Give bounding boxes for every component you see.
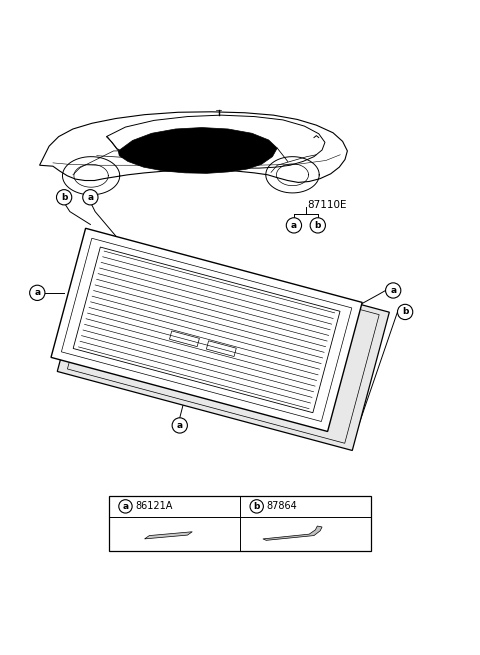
- Text: 86121A: 86121A: [135, 501, 172, 512]
- Text: a: a: [122, 502, 129, 511]
- Text: a: a: [291, 221, 297, 230]
- Text: a: a: [390, 286, 396, 295]
- Circle shape: [57, 190, 72, 205]
- Circle shape: [310, 217, 325, 233]
- Text: 87864: 87864: [266, 501, 297, 512]
- Circle shape: [397, 305, 413, 320]
- Text: 87131E: 87131E: [316, 355, 356, 365]
- Text: 87110E: 87110E: [307, 200, 346, 210]
- Text: b: b: [402, 307, 408, 316]
- Circle shape: [172, 418, 187, 433]
- Polygon shape: [57, 233, 389, 451]
- Text: b: b: [61, 193, 67, 202]
- Circle shape: [286, 217, 301, 233]
- Text: a: a: [34, 288, 40, 297]
- Circle shape: [385, 283, 401, 298]
- Bar: [109, 496, 371, 551]
- Polygon shape: [144, 532, 192, 539]
- Text: a: a: [87, 193, 94, 202]
- Circle shape: [250, 500, 264, 513]
- Polygon shape: [51, 229, 362, 432]
- Text: 87130D: 87130D: [75, 362, 116, 371]
- Circle shape: [83, 190, 98, 205]
- Polygon shape: [73, 247, 340, 413]
- Circle shape: [119, 500, 132, 513]
- Text: b: b: [314, 221, 321, 230]
- Text: a: a: [177, 421, 183, 430]
- Circle shape: [30, 285, 45, 301]
- Polygon shape: [263, 526, 322, 540]
- Text: b: b: [253, 502, 260, 511]
- Polygon shape: [118, 128, 277, 174]
